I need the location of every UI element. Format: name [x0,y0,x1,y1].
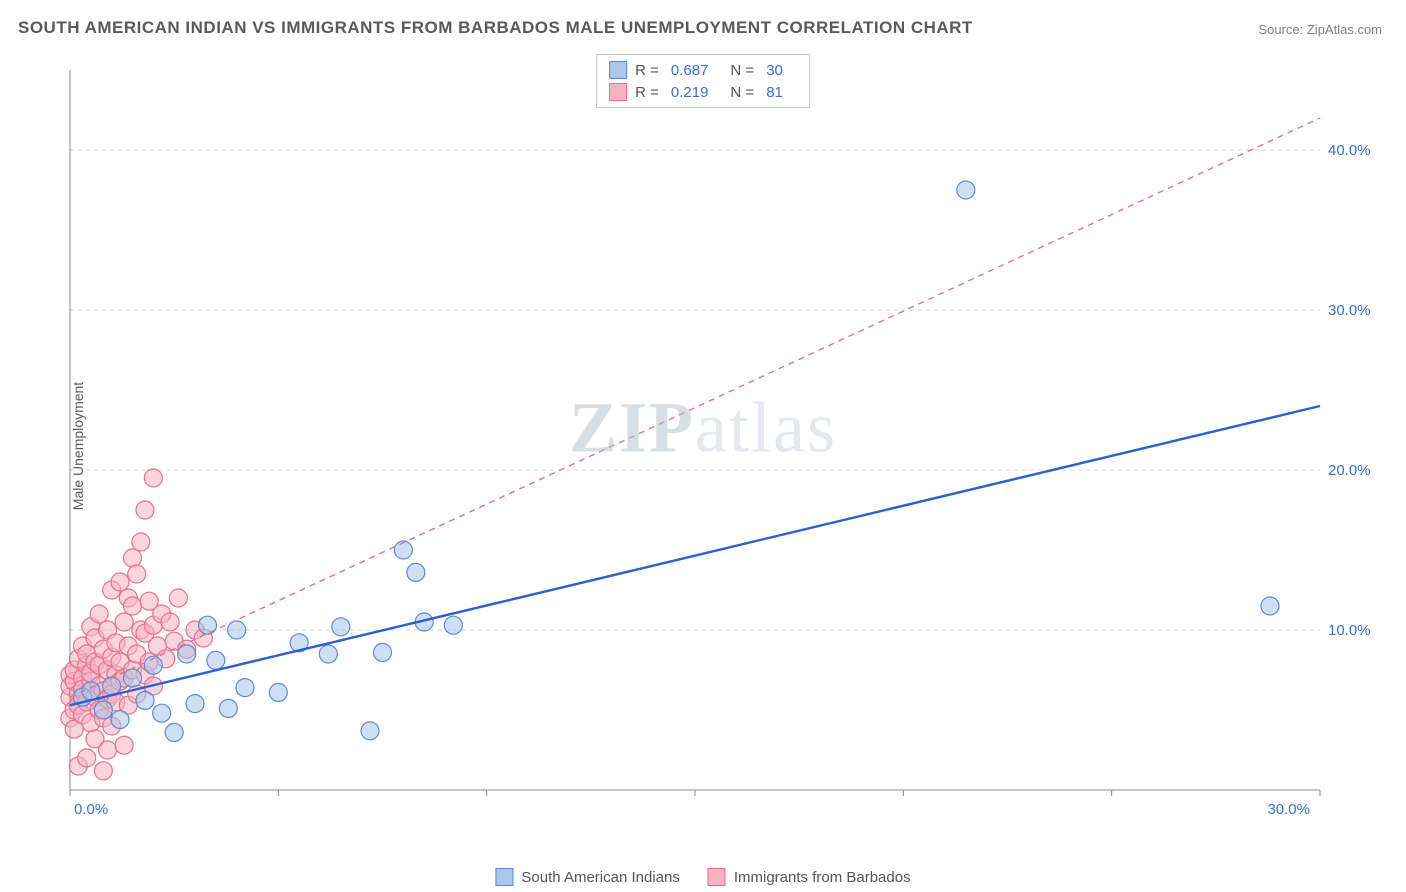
legend-row-series2: R = 0.219 N = 81 [609,81,797,103]
legend-label-series1: South American Indians [521,869,679,886]
swatch-series1-bottom [495,868,513,886]
legend-item-series1: South American Indians [495,868,679,886]
chart-container: SOUTH AMERICAN INDIAN VS IMMIGRANTS FROM… [0,0,1406,892]
svg-text:40.0%: 40.0% [1328,142,1371,159]
legend-row-series1: R = 0.687 N = 30 [609,59,797,81]
plot-area: 10.0% 20.0% 30.0% 40.0% 0.0% 30.0% [60,50,1380,830]
swatch-series2-bottom [708,868,726,886]
swatch-series2 [609,83,627,101]
svg-text:0.0%: 0.0% [74,801,108,818]
r-value-series2: 0.219 [671,84,709,101]
n-label: N = [730,84,754,101]
n-value-series1: 30 [766,62,783,79]
svg-text:30.0%: 30.0% [1328,302,1371,319]
r-label: R = [635,84,659,101]
r-value-series1: 0.687 [671,62,709,79]
svg-text:20.0%: 20.0% [1328,462,1371,479]
source-attribution: Source: ZipAtlas.com [1258,22,1382,37]
swatch-series1 [609,61,627,79]
chart-title: SOUTH AMERICAN INDIAN VS IMMIGRANTS FROM… [18,18,973,38]
legend-series: South American Indians Immigrants from B… [495,868,910,886]
svg-text:10.0%: 10.0% [1328,622,1371,639]
legend-label-series2: Immigrants from Barbados [734,869,911,886]
n-value-series2: 81 [766,84,783,101]
r-label: R = [635,62,659,79]
svg-text:30.0%: 30.0% [1267,801,1310,818]
n-label: N = [730,62,754,79]
legend-correlation: R = 0.687 N = 30 R = 0.219 N = 81 [596,54,810,108]
legend-item-series2: Immigrants from Barbados [708,868,911,886]
